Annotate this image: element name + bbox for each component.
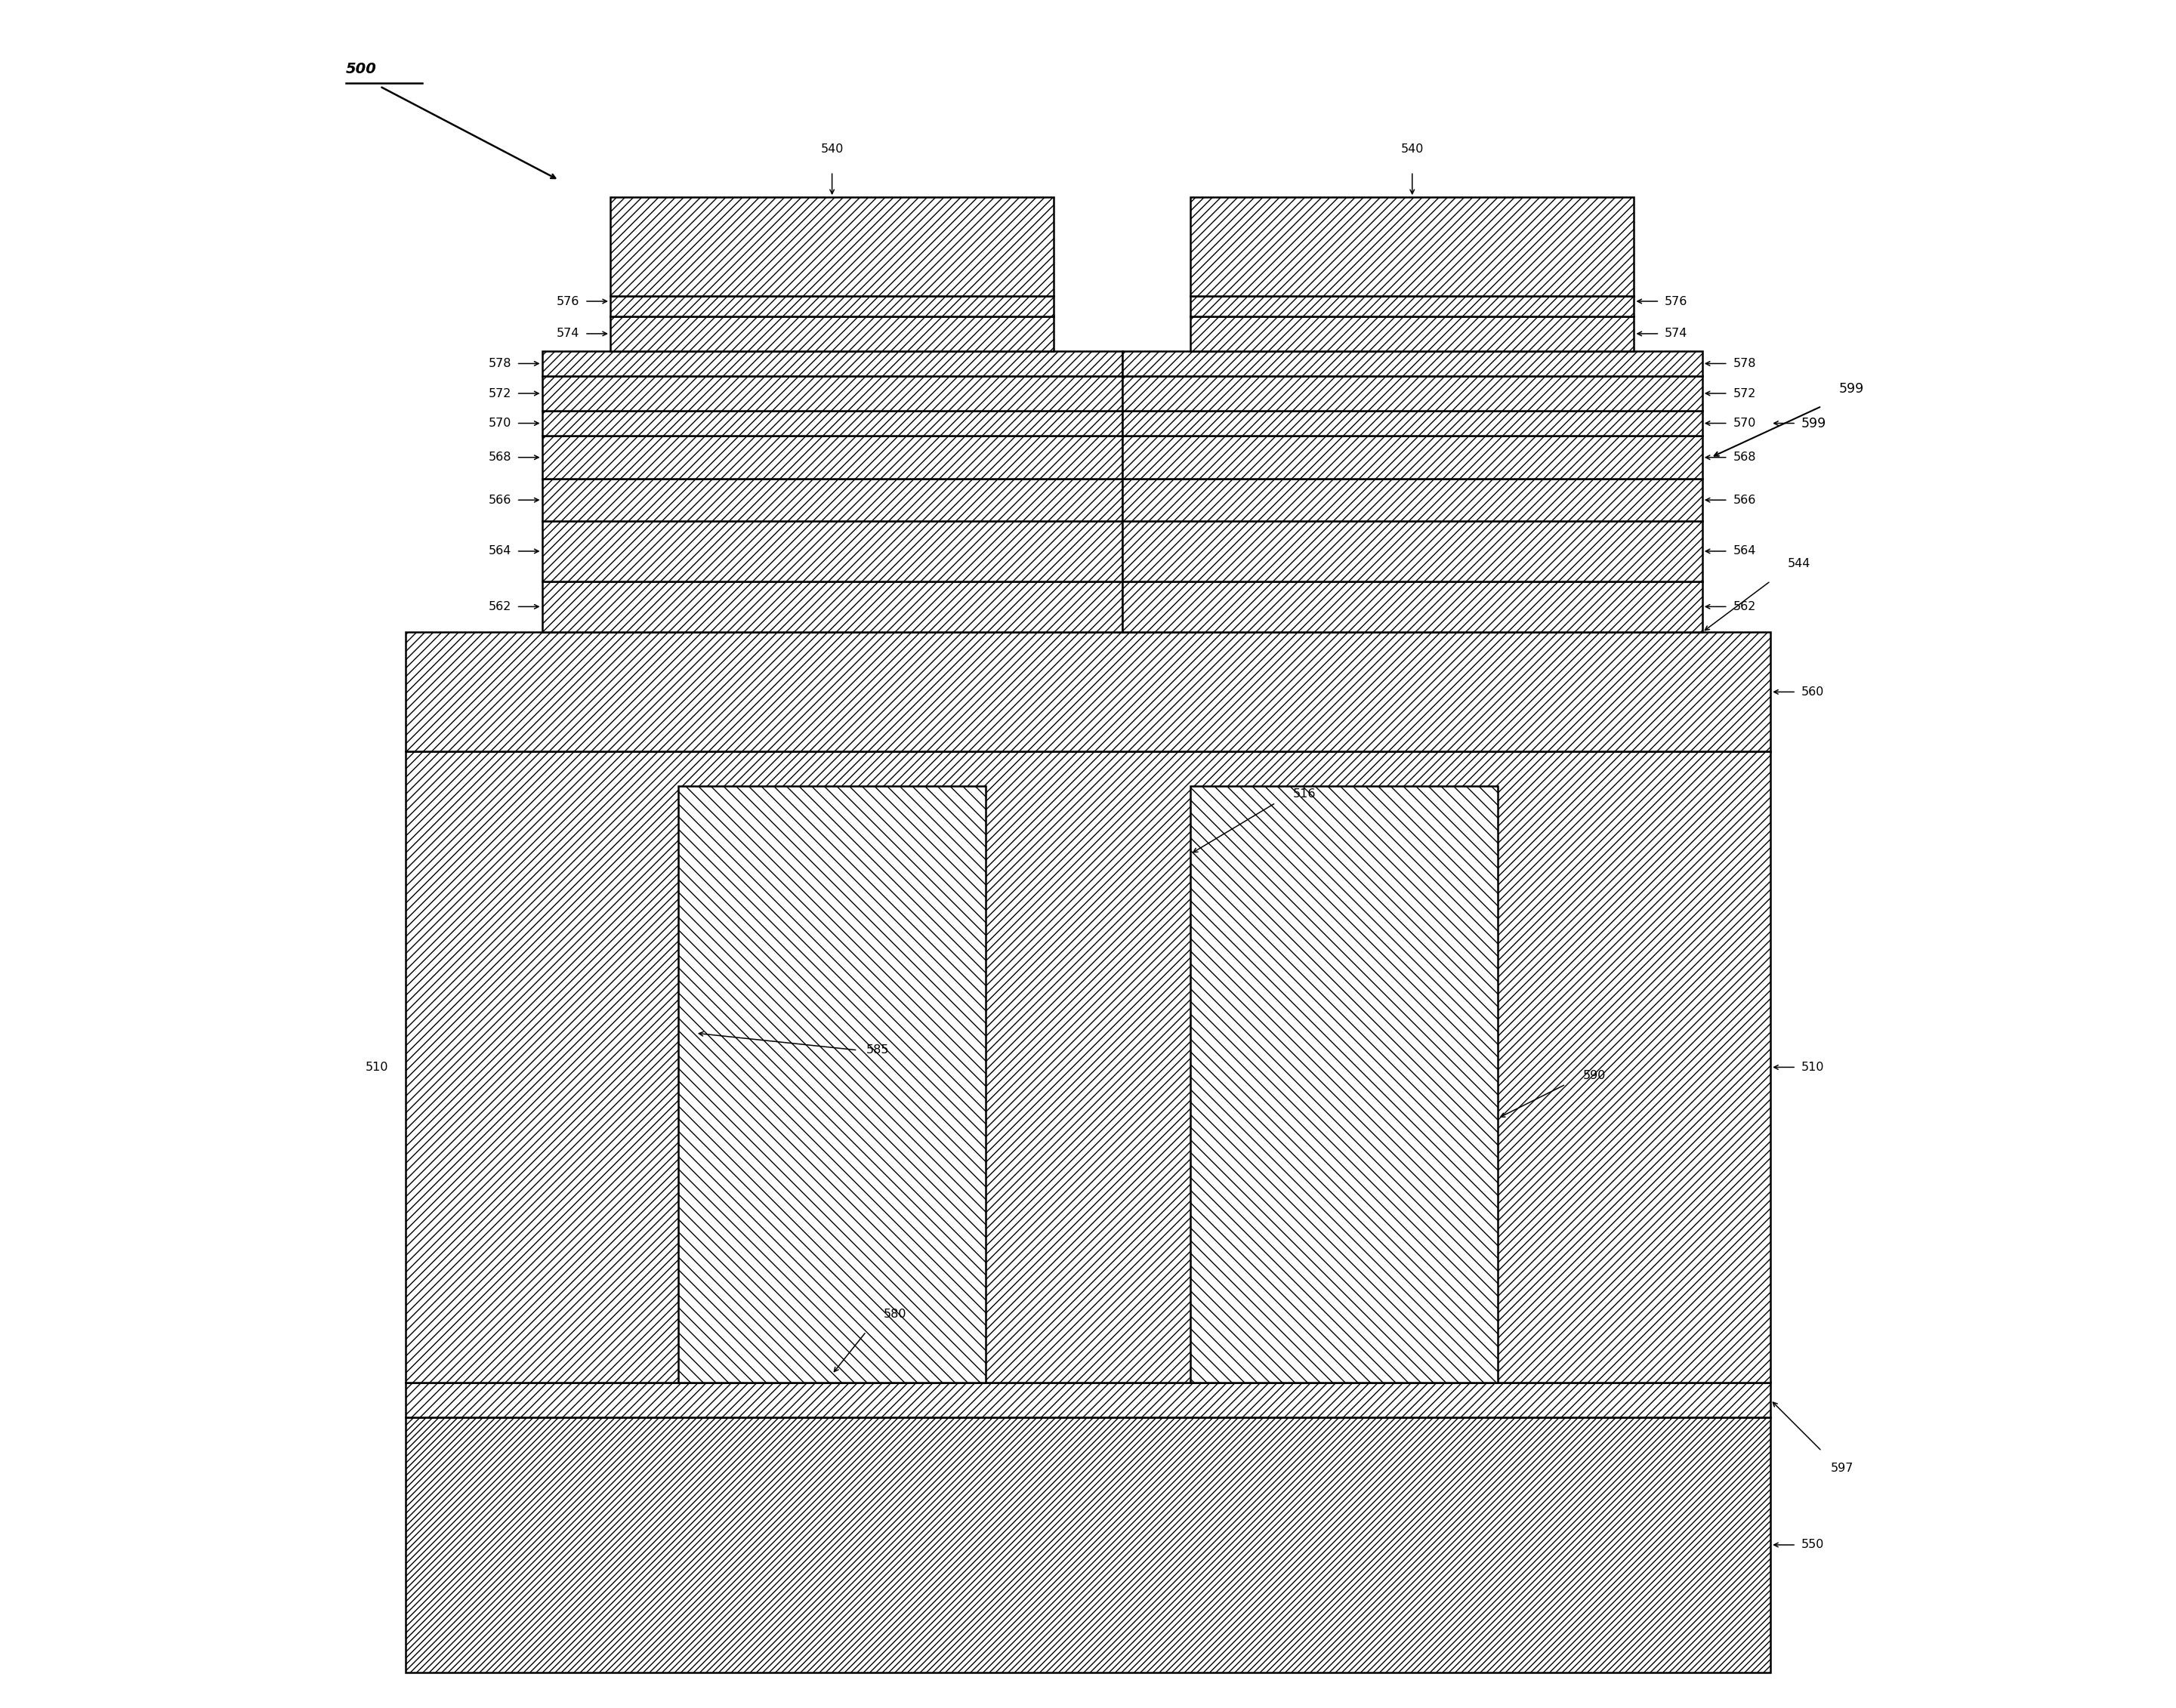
- Text: 568: 568: [1732, 451, 1756, 463]
- Text: 576: 576: [557, 295, 579, 307]
- Bar: [1190, 316, 1634, 350]
- Bar: [542, 436, 1123, 478]
- Bar: [1123, 350, 1702, 376]
- Bar: [609, 295, 1053, 316]
- Bar: [542, 478, 1123, 521]
- Text: 540: 540: [1401, 143, 1423, 155]
- Bar: [1123, 478, 1702, 521]
- Bar: [1123, 521, 1702, 581]
- Text: 574: 574: [557, 328, 579, 340]
- Text: 566: 566: [1732, 494, 1756, 506]
- Text: 562: 562: [487, 601, 511, 611]
- Bar: [542, 350, 1123, 376]
- Text: 510: 510: [366, 1062, 387, 1073]
- Text: 572: 572: [1732, 388, 1756, 400]
- Bar: [609, 316, 1053, 350]
- Text: 564: 564: [1732, 545, 1756, 557]
- Text: 580: 580: [883, 1308, 905, 1320]
- Text: 576: 576: [1665, 295, 1689, 307]
- Text: 590: 590: [1582, 1071, 1606, 1081]
- Text: 570: 570: [487, 417, 511, 429]
- Bar: [1123, 410, 1702, 436]
- Bar: [1123, 581, 1702, 632]
- Text: 564: 564: [487, 545, 511, 557]
- Bar: [542, 410, 1123, 436]
- Text: 516: 516: [1293, 789, 1316, 799]
- Bar: [405, 752, 1771, 1383]
- Text: 500: 500: [346, 61, 376, 77]
- Bar: [1190, 196, 1634, 295]
- Bar: [542, 376, 1123, 410]
- Bar: [405, 1383, 1771, 1418]
- Bar: [679, 786, 986, 1383]
- Bar: [542, 581, 1123, 632]
- Bar: [405, 632, 1771, 752]
- Bar: [609, 196, 1053, 295]
- Bar: [1190, 295, 1634, 316]
- Text: 510: 510: [1802, 1062, 1823, 1073]
- Text: 550: 550: [1802, 1539, 1823, 1551]
- Text: 574: 574: [1665, 328, 1689, 340]
- Text: 560: 560: [1802, 687, 1823, 697]
- Bar: [542, 521, 1123, 581]
- Text: 568: 568: [487, 451, 511, 463]
- Text: 578: 578: [487, 359, 511, 369]
- Text: 585: 585: [866, 1045, 890, 1056]
- Text: 599: 599: [1839, 383, 1865, 396]
- Text: 540: 540: [820, 143, 844, 155]
- Text: 562: 562: [1732, 601, 1756, 611]
- Text: 578: 578: [1732, 359, 1756, 369]
- Text: 599: 599: [1802, 417, 1826, 430]
- Text: 597: 597: [1830, 1462, 1854, 1474]
- Bar: [1190, 786, 1497, 1383]
- Text: 570: 570: [1732, 417, 1756, 429]
- Bar: [405, 1418, 1771, 1672]
- Bar: [1123, 436, 1702, 478]
- Text: 566: 566: [487, 494, 511, 506]
- Bar: [1123, 376, 1702, 410]
- Text: 544: 544: [1789, 559, 1810, 570]
- Text: 572: 572: [487, 388, 511, 400]
